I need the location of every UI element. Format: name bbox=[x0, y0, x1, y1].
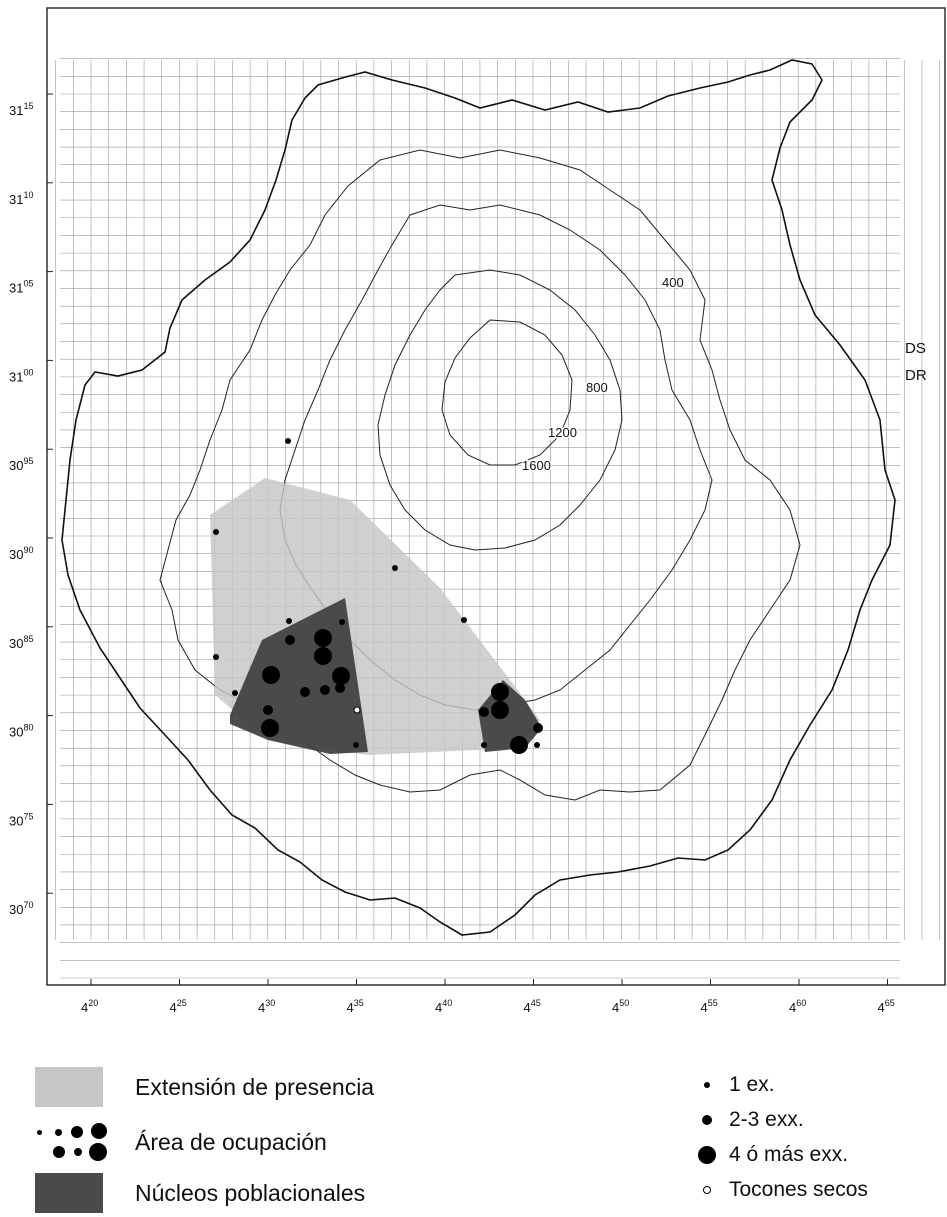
dot-two-three bbox=[285, 635, 295, 645]
x-tick-label: 450 bbox=[612, 998, 629, 1015]
dot-four-more bbox=[314, 647, 332, 665]
legend-four-more-label: 4 ó más exx. bbox=[729, 1143, 849, 1166]
dot-four-more bbox=[491, 701, 509, 719]
legend-item-nuclei: Núcleos poblacionales bbox=[35, 1173, 365, 1213]
x-tick-label: 435 bbox=[347, 998, 364, 1015]
dot-one-ex bbox=[232, 690, 238, 696]
dot-one-ex bbox=[461, 617, 467, 623]
legend: Extensión de presencia Área de ocupación… bbox=[0, 1050, 947, 1217]
occurrence-dots bbox=[213, 438, 543, 754]
dot-two-three bbox=[479, 707, 489, 717]
legend-presence-label: Extensión de presencia bbox=[135, 1073, 375, 1100]
contour-label-400: 400 bbox=[662, 275, 684, 290]
y-tick-label: 3090 bbox=[9, 545, 33, 562]
y-axis-ticks: 3115 3110 3105 3100 3095 3090 3085 3080 3075 3070 bbox=[9, 93, 53, 917]
nuclei-swatch bbox=[35, 1173, 103, 1213]
x-tick-label: 460 bbox=[789, 998, 806, 1015]
legend-item-four-more: 4 ó más exx. bbox=[685, 1143, 848, 1167]
legend-item-stumps: Tocones secos bbox=[685, 1178, 868, 1202]
zone-label-dr: DR bbox=[905, 367, 927, 384]
x-tick-label: 440 bbox=[435, 998, 452, 1015]
dot-one-ex bbox=[285, 438, 291, 444]
dot-one-ex bbox=[392, 565, 398, 571]
legend-nuclei-label: Núcleos poblacionales bbox=[135, 1179, 366, 1206]
contour-label-800: 800 bbox=[586, 380, 608, 395]
legend-item-occupation: Área de ocupación bbox=[35, 1122, 327, 1162]
x-tick-label: 445 bbox=[524, 998, 541, 1015]
one-ex-symbol bbox=[704, 1082, 710, 1088]
occupation-swatch bbox=[35, 1122, 107, 1162]
contour-lines bbox=[159, 149, 801, 801]
y-tick-label: 3115 bbox=[9, 101, 33, 118]
dot-one-ex bbox=[481, 742, 487, 748]
legend-item-one: 1 ex. bbox=[685, 1073, 775, 1097]
contour-labels: 400 800 1200 1600 bbox=[521, 274, 686, 475]
dot-four-more bbox=[332, 667, 350, 685]
y-tick-label: 3105 bbox=[9, 279, 33, 296]
island-outline bbox=[61, 59, 896, 936]
zone-label-ds: DS bbox=[905, 340, 926, 357]
y-tick-label: 3085 bbox=[9, 634, 33, 651]
dot-one-ex bbox=[534, 742, 540, 748]
dot-one-ex bbox=[213, 654, 219, 660]
map-frame bbox=[46, 7, 946, 986]
x-tick-label: 420 bbox=[81, 998, 98, 1015]
y-tick-label: 3070 bbox=[9, 900, 33, 917]
two-three-symbol bbox=[702, 1115, 712, 1125]
utm-grid bbox=[55, 58, 940, 979]
y-tick-label: 3080 bbox=[9, 723, 33, 740]
dot-two-three bbox=[335, 683, 345, 693]
y-tick-label: 3110 bbox=[9, 190, 33, 207]
dot-four-more bbox=[510, 736, 528, 754]
y-tick-label: 3100 bbox=[9, 367, 33, 384]
x-axis-ticks: 420 425 430 435 440 445 450 455 460 465 bbox=[81, 979, 895, 1015]
dot-two-three bbox=[300, 687, 310, 697]
dot-two-three bbox=[320, 685, 330, 695]
legend-stumps-label: Tocones secos bbox=[729, 1178, 868, 1201]
legend-two-three-label: 2-3 exx. bbox=[729, 1108, 804, 1131]
distribution-map: 400 800 1200 1600 DS DR 3115 3110 3105 3100… bbox=[9, 7, 946, 1015]
dot-stump bbox=[353, 706, 361, 714]
dot-one-ex bbox=[339, 619, 345, 625]
dot-four-more bbox=[261, 719, 279, 737]
y-tick-label: 3095 bbox=[9, 456, 33, 473]
x-tick-label: 455 bbox=[701, 998, 718, 1015]
legend-item-presence: Extensión de presencia bbox=[35, 1067, 374, 1107]
contour-label-1600: 1600 bbox=[522, 458, 551, 473]
x-tick-label: 430 bbox=[258, 998, 275, 1015]
legend-one-label: 1 ex. bbox=[729, 1073, 775, 1096]
legend-item-two-three: 2-3 exx. bbox=[685, 1108, 804, 1132]
x-tick-label: 425 bbox=[170, 998, 187, 1015]
dot-two-three bbox=[263, 705, 273, 715]
dot-two-three bbox=[533, 723, 543, 733]
population-nucleus-west bbox=[230, 598, 368, 754]
x-tick-label: 465 bbox=[878, 998, 895, 1015]
dot-one-ex bbox=[213, 529, 219, 535]
four-more-symbol bbox=[698, 1146, 716, 1164]
legend-occupation-label: Área de ocupación bbox=[135, 1128, 327, 1155]
dot-four-more bbox=[314, 629, 332, 647]
stump-symbol bbox=[703, 1186, 711, 1194]
presence-swatch bbox=[35, 1067, 103, 1107]
contour-label-1200: 1200 bbox=[548, 425, 577, 440]
y-tick-label: 3075 bbox=[9, 811, 33, 828]
dot-four-more bbox=[491, 683, 509, 701]
dot-one-ex bbox=[286, 618, 292, 624]
dot-four-more bbox=[262, 666, 280, 684]
dot-one-ex bbox=[353, 742, 359, 748]
